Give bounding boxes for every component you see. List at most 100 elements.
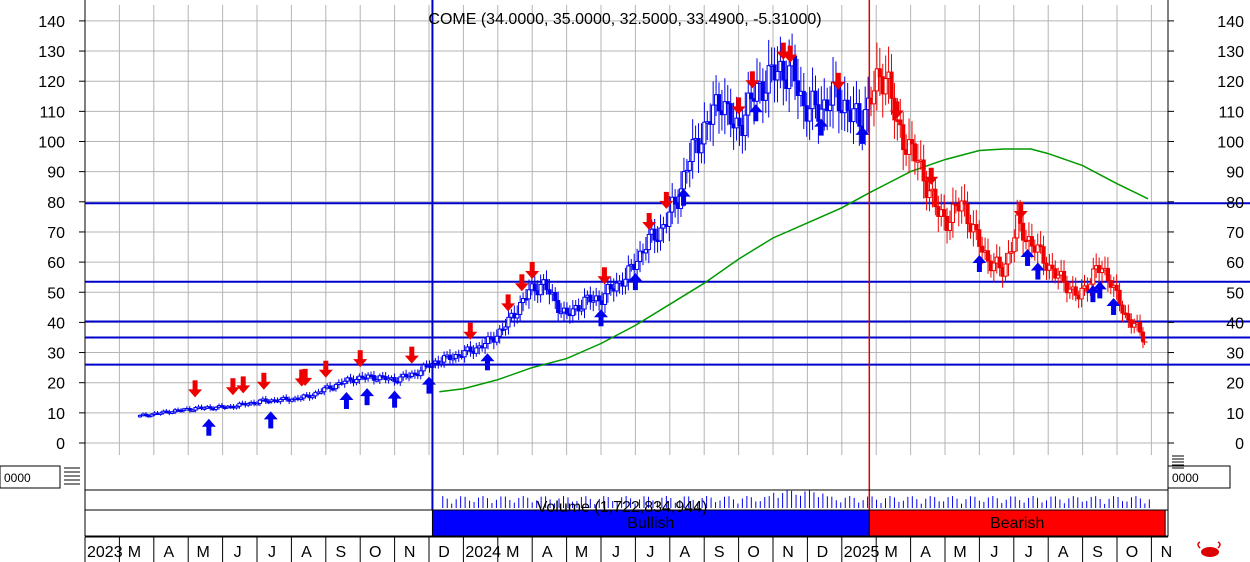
arrow-head — [597, 276, 612, 285]
price-candle — [1132, 322, 1137, 328]
price-candle — [857, 103, 862, 127]
sell-arrow-icon — [501, 294, 516, 312]
price-candle — [1009, 251, 1014, 254]
arrow-head — [263, 411, 278, 420]
buy-arrow-icon — [201, 418, 216, 436]
price-candle — [328, 385, 333, 390]
price-candle — [234, 405, 239, 409]
price-candle — [673, 196, 678, 205]
price-candle — [506, 316, 511, 328]
arrow-shaft — [206, 425, 212, 436]
arrow-shaft — [1025, 255, 1031, 266]
arrow-head — [201, 418, 216, 427]
sell-arrow-icon — [889, 101, 904, 119]
price-candle — [863, 109, 868, 132]
y-tick-label-left: 60 — [47, 255, 65, 272]
price-candle — [614, 282, 619, 292]
price-candle — [310, 395, 315, 399]
price-candle — [980, 245, 985, 253]
arrow-shaft — [240, 376, 246, 387]
x-tick-label: A — [542, 544, 553, 561]
price-candle — [716, 94, 722, 112]
sell-arrow-icon — [298, 368, 313, 386]
price-candle — [906, 139, 912, 155]
x-tick-label: 2025 — [844, 544, 880, 561]
price-candle — [801, 90, 806, 107]
price-candle — [942, 209, 947, 217]
sell-arrow-icon — [225, 378, 240, 396]
volume-scale-box-right — [1167, 465, 1231, 489]
arrow-shaft — [268, 418, 274, 429]
arrow-head — [422, 376, 436, 385]
price-candle — [406, 375, 412, 379]
price-candle — [722, 101, 727, 116]
price-candle — [597, 295, 602, 302]
price-candle — [298, 397, 303, 401]
price-candle — [658, 227, 663, 242]
y-tick-label-left: 40 — [47, 315, 65, 332]
y-tick-label-left: 120 — [38, 74, 65, 91]
price-candle — [743, 114, 748, 137]
price-candle — [1064, 281, 1070, 294]
x-tick-label: 2023 — [87, 544, 123, 561]
price-candle — [602, 293, 608, 305]
price-candle — [1099, 268, 1105, 274]
arrow-shaft — [1111, 304, 1117, 315]
arrow-head — [748, 104, 763, 113]
sell-arrow-icon — [256, 372, 271, 390]
price-candle — [889, 71, 894, 99]
buy-arrow-icon — [1020, 248, 1035, 266]
arrow-shaft — [409, 346, 415, 357]
arrow-head — [1085, 285, 1100, 294]
price-candle — [1041, 246, 1046, 264]
price-candle — [497, 328, 502, 337]
buy-arrow-icon — [748, 104, 763, 122]
price-candle — [278, 398, 283, 403]
volume-label: Volume (1,722,834,944) — [537, 499, 708, 516]
arrow-shaft — [426, 383, 432, 394]
price-candle — [187, 408, 192, 411]
arrow-shaft — [392, 397, 398, 408]
x-tick-label: S — [714, 544, 725, 561]
price-candle — [442, 355, 447, 363]
price-candle — [635, 260, 640, 270]
price-candle — [754, 82, 760, 102]
buy-arrow-icon — [594, 309, 608, 327]
y-tick-label-left: 110 — [39, 104, 65, 121]
price-candle — [488, 336, 494, 340]
price-candle — [1050, 264, 1055, 270]
buy-arrow-icon — [676, 188, 691, 206]
arrow-head — [855, 126, 870, 135]
price-candle — [1073, 286, 1078, 296]
x-tick-label: M — [506, 544, 519, 561]
price-candle — [289, 398, 295, 402]
price-candle — [450, 357, 456, 361]
price-candle — [1091, 268, 1096, 285]
arrow-head — [360, 388, 375, 397]
arrow-head — [814, 118, 829, 127]
x-tick-label: S — [335, 544, 346, 561]
arrow-head — [889, 110, 904, 119]
trend-bands: Bullish Bearish — [84, 509, 1169, 537]
buy-arrow-icon — [1085, 285, 1100, 303]
bearish-band — [868, 509, 1166, 537]
price-candle — [912, 143, 917, 162]
sell-arrow-icon — [188, 380, 203, 398]
arrow-head — [387, 390, 402, 399]
price-candle — [1140, 331, 1146, 342]
sell-arrow-icon — [776, 42, 791, 60]
price-candle — [342, 380, 347, 385]
arrow-shaft — [529, 261, 535, 272]
arrow-shaft — [780, 42, 786, 53]
sell-arrow-icon — [318, 360, 333, 378]
arrow-shaft — [894, 101, 900, 112]
bullish-band-label: Bullish — [627, 515, 674, 532]
y-tick-label-left: 10 — [47, 406, 65, 423]
price-candle — [626, 265, 631, 280]
price-candle — [468, 346, 473, 352]
x-tick-label: N — [1161, 544, 1173, 561]
price-candle — [646, 233, 651, 251]
price-candle — [965, 203, 970, 225]
buy-arrow-icon — [1106, 297, 1121, 315]
price-candle — [526, 289, 532, 300]
